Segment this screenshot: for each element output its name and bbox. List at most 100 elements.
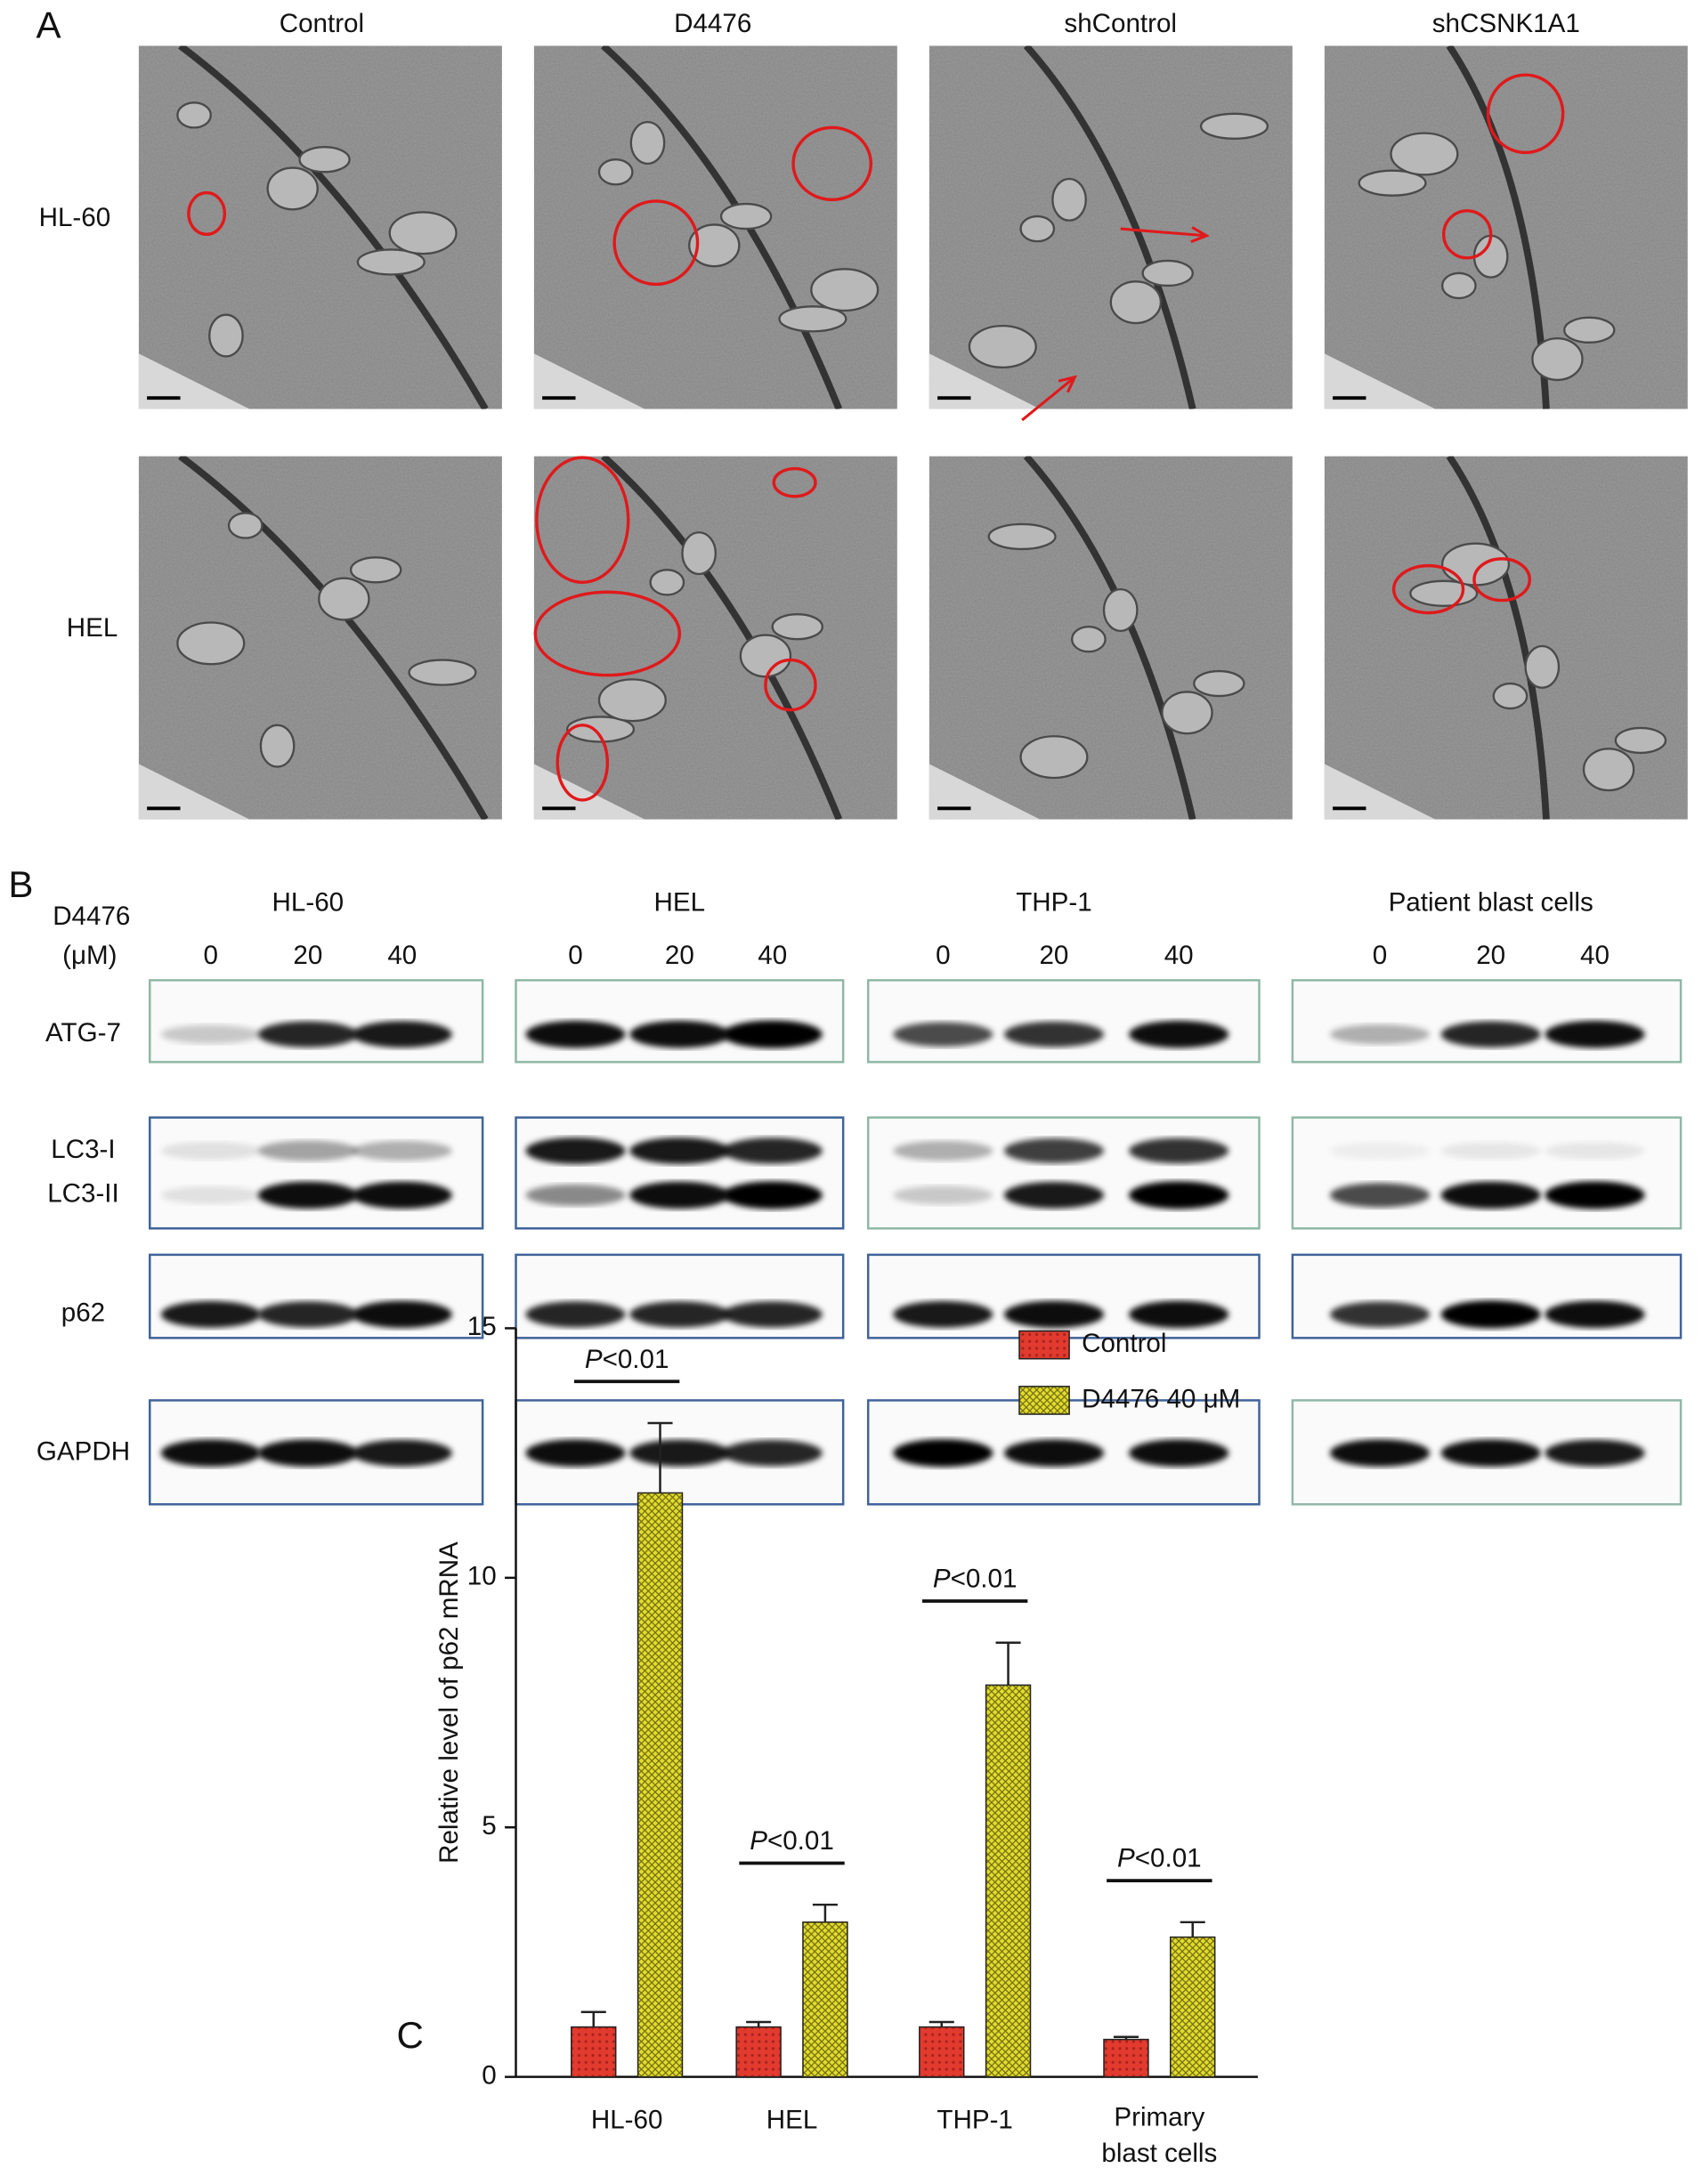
error-bar: [580, 2010, 606, 2027]
band: [352, 1140, 452, 1161]
significance-label: P<0.01: [750, 1826, 834, 1856]
micrograph: [1324, 456, 1688, 820]
highlight-circle: [1486, 73, 1565, 155]
band: [1329, 1142, 1431, 1160]
highlight-circle: [1441, 209, 1493, 260]
membrane: [601, 45, 843, 409]
highlight-circle: [772, 466, 817, 498]
highlight-circle: [556, 724, 610, 802]
bar-texture: [985, 1685, 1031, 2077]
band: [1545, 1142, 1645, 1160]
organelle: [408, 659, 477, 686]
band: [1545, 1439, 1645, 1467]
band: [525, 1020, 626, 1048]
band: [352, 1439, 452, 1467]
background-area: [1324, 353, 1436, 409]
dose: 40: [1580, 941, 1610, 970]
group-title: THP-1: [1016, 888, 1091, 918]
dose: 20: [293, 941, 322, 970]
error-bar: [929, 2020, 954, 2027]
protein-label: GAPDH: [36, 1436, 130, 1466]
background-area: [533, 764, 645, 820]
highlight-circle: [791, 125, 873, 202]
legend-texture: [1018, 1331, 1070, 1359]
band: [1129, 1020, 1229, 1048]
organelle: [208, 313, 244, 358]
organelle: [266, 166, 319, 211]
organelle: [1193, 669, 1245, 698]
blot-frame: [148, 979, 484, 1064]
organelle: [719, 202, 773, 231]
significance-label: P<0.01: [1117, 1844, 1202, 1873]
background-area: [533, 353, 645, 409]
band: [893, 1022, 993, 1047]
membrane: [601, 456, 843, 820]
band: [1003, 1439, 1105, 1467]
band: [893, 1140, 993, 1161]
organelle: [649, 569, 685, 596]
band: [1003, 1021, 1105, 1048]
highlight-circle: [535, 456, 630, 585]
dose-unit: (μM): [62, 941, 117, 970]
organelle: [629, 120, 666, 166]
band: [722, 1440, 823, 1467]
dose: 40: [387, 941, 417, 970]
dose: 40: [758, 941, 787, 970]
organelle: [1358, 169, 1427, 197]
protein-label: LC3-I: [51, 1135, 115, 1164]
band: [160, 1142, 261, 1161]
organelle: [176, 621, 246, 666]
highlight-circle: [1472, 557, 1531, 603]
micrograph: [929, 45, 1293, 409]
band: [1129, 1137, 1229, 1164]
column-header: shControl: [1064, 9, 1177, 38]
organelle: [1141, 259, 1194, 287]
band: [722, 1137, 823, 1164]
membrane: [178, 45, 489, 409]
group-title: HEL: [654, 888, 706, 918]
dose: 0: [568, 941, 582, 970]
blot-frame: [1291, 1116, 1683, 1230]
bar-texture: [571, 2026, 616, 2077]
band: [1003, 1300, 1105, 1329]
band: [1003, 1138, 1105, 1164]
highlight-circle: [187, 190, 227, 237]
blot-frame: [866, 979, 1261, 1064]
organelle: [227, 512, 264, 539]
cytoplasm: [533, 456, 897, 820]
band: [352, 1300, 452, 1329]
organelle: [298, 146, 351, 174]
micrograph: [533, 456, 897, 820]
error-bar: [1113, 2035, 1139, 2040]
band: [525, 1184, 626, 1207]
arrow: [1021, 376, 1076, 422]
band: [1329, 1183, 1431, 1208]
highlight-circle: [1391, 563, 1465, 615]
band: [629, 1137, 730, 1164]
band: [722, 1020, 823, 1048]
band: [160, 1300, 261, 1328]
organelle: [565, 716, 636, 743]
organelle: [771, 613, 823, 641]
y-tick-label: 0: [482, 2060, 496, 2090]
organelle: [259, 724, 296, 768]
organelle: [318, 577, 370, 621]
legend-label: D4476 40 μM: [1082, 1384, 1240, 1413]
protein-label: LC3-II: [47, 1179, 119, 1209]
organelle: [739, 634, 792, 678]
image-content: [929, 456, 1293, 820]
image-content: [929, 45, 1293, 409]
background-area: [1324, 764, 1436, 820]
blot-frame: [866, 1116, 1261, 1230]
band: [629, 1301, 730, 1328]
error-bar: [812, 1903, 838, 1922]
band: [160, 1185, 261, 1204]
image-content: [138, 45, 502, 409]
band: [257, 1021, 358, 1048]
organelle: [1524, 644, 1561, 689]
organelle: [388, 211, 458, 255]
blot-frame: [1291, 979, 1683, 1064]
arrow-head: [1058, 375, 1078, 393]
band: [257, 1439, 358, 1467]
